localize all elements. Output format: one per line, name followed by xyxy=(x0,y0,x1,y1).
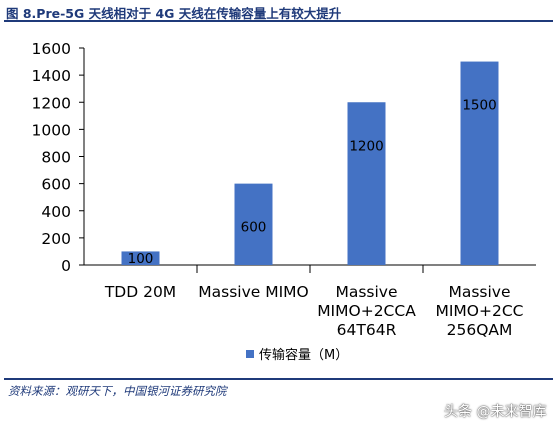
x-tick-label: Massive xyxy=(448,283,510,301)
legend-label: 传输容量（M） xyxy=(259,347,348,363)
data-label: 600 xyxy=(241,220,267,236)
legend-swatch xyxy=(246,350,254,358)
source-divider xyxy=(4,378,553,380)
bar xyxy=(460,61,499,265)
bar xyxy=(347,102,386,265)
y-tick-label: 400 xyxy=(41,203,71,221)
x-tick-label: Massive MIMO xyxy=(198,283,308,301)
watermark: 头条 @未来智库 xyxy=(444,404,547,420)
y-tick-label: 1000 xyxy=(32,121,71,139)
y-tick-label: 200 xyxy=(41,230,71,248)
y-tick-label: 0 xyxy=(61,257,71,275)
bar xyxy=(121,251,160,265)
title-divider xyxy=(4,20,553,22)
bar xyxy=(234,183,273,265)
data-label: 100 xyxy=(128,251,154,267)
y-tick-label: 1400 xyxy=(32,67,71,85)
data-label: 1200 xyxy=(349,138,383,154)
y-tick-label: 800 xyxy=(41,149,71,167)
x-tick-label: 256QAM xyxy=(447,321,513,339)
x-tick-label: Massive xyxy=(335,283,397,301)
figure-title: 图 8.Pre-5G 天线相对于 4G 天线在传输容量上有较大提升 xyxy=(6,6,342,21)
y-tick-label: 600 xyxy=(41,176,71,194)
y-tick-label: 1200 xyxy=(32,94,71,112)
y-tick-label: 1600 xyxy=(32,40,71,58)
x-tick-label: MIMO+2CCA xyxy=(317,302,416,320)
source-note: 资料来源：观研天下，中国银河证券研究院 xyxy=(8,384,227,398)
data-label: 1500 xyxy=(462,98,496,114)
x-tick-label: 64T64R xyxy=(337,321,397,339)
x-tick-label: TDD 20M xyxy=(104,283,176,301)
x-tick-label: MIMO+2CC xyxy=(435,302,523,320)
